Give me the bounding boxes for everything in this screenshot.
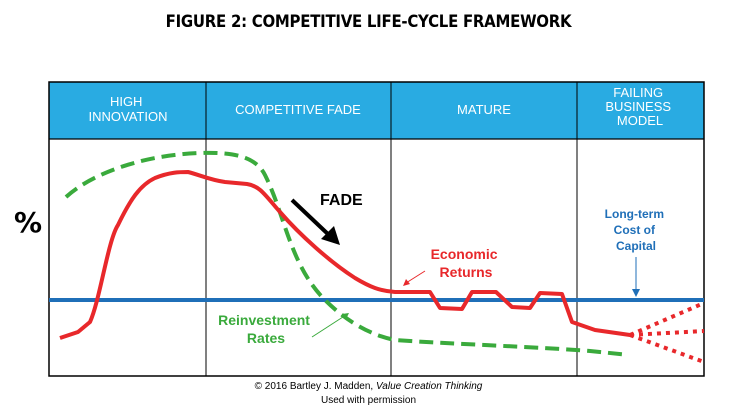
cost-of-capital-pointer-head: [632, 289, 640, 297]
dotted-fan-lower: [629, 333, 705, 364]
economic-returns-pointer: [405, 270, 426, 284]
phase-label-failing-business-model: FAILING BUSINESS MODEL: [605, 85, 674, 128]
phase-label-competitive-fade: COMPETITIVE FADE: [235, 102, 361, 117]
dotted-fan-middle: [629, 329, 705, 337]
economic-returns-curve: [59, 170, 631, 340]
fade-label: FADE: [320, 192, 363, 209]
diagram-frame: [48, 81, 705, 377]
book-title: Value Creation Thinking: [375, 381, 483, 392]
fade-arrow-shaft: [290, 198, 332, 238]
phase-label-high-innovation: HIGH INNOVATION: [89, 94, 168, 124]
copyright-text: © 2016 Bartley J. Madden,: [254, 381, 376, 392]
cost-of-capital-label: Long-term Cost of Capital: [605, 207, 668, 253]
reinvestment-rates-pointer: [311, 314, 347, 338]
economic-returns-pointer-head: [403, 279, 410, 286]
fade-arrowhead: [321, 226, 340, 245]
reinvestment-rates-pointer-head: [342, 313, 349, 319]
permission-line: Used with permission: [320, 395, 417, 406]
phase-header-band: [49, 82, 704, 139]
figure-title: FIGURE 2: COMPETITIVE LIFE-CYCLE FRAMEWO…: [165, 12, 572, 32]
reinvestment-rates-label: Reinvestment Rates: [218, 312, 314, 346]
reinvestment-rates-curve: [64, 150, 629, 357]
copyright-line: © 2016 Bartley J. Madden, Value Creation…: [0, 381, 737, 392]
y-axis-label: %: [14, 206, 43, 239]
economic-returns-label: Economic Returns: [431, 246, 502, 280]
phase-label-mature: MATURE: [457, 102, 511, 117]
